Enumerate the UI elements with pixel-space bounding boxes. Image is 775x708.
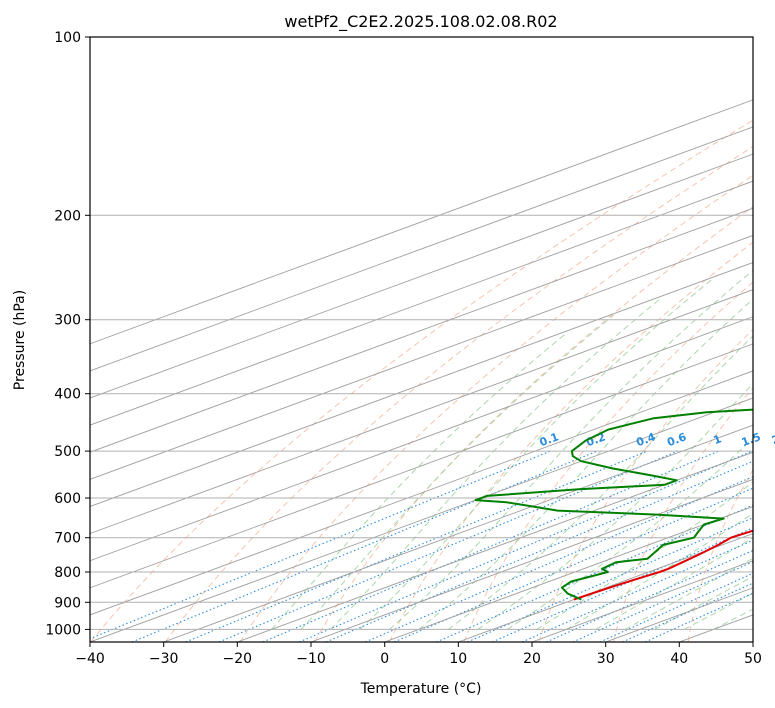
moist-adiabat xyxy=(536,481,753,630)
x-tick-label: 50 xyxy=(744,651,762,667)
mixing-ratio-line xyxy=(521,539,753,642)
isotherm-line xyxy=(90,126,753,372)
grid xyxy=(90,37,753,642)
moist-adiabat xyxy=(359,277,715,630)
y-tick-label: 500 xyxy=(54,444,81,460)
y-tick-label: 800 xyxy=(54,565,81,581)
moist-adiabat xyxy=(418,298,753,630)
mixing-ratio-line xyxy=(622,582,753,642)
moist-adiabat xyxy=(330,296,663,630)
mixing-ratio-line xyxy=(467,517,753,642)
isotherm-line xyxy=(90,99,753,345)
y-tick-label: 600 xyxy=(54,491,81,507)
mixing-ratio-label: 0.4 xyxy=(635,430,658,449)
mixing-ratio-label: 2 xyxy=(770,432,775,447)
plot-frame xyxy=(89,36,754,643)
moist-adiabat xyxy=(388,269,753,630)
x-tick-label: −10 xyxy=(296,651,326,667)
dry-adiabat xyxy=(239,174,753,642)
dry-adiabat xyxy=(763,37,775,642)
isotherm-line xyxy=(458,533,753,642)
x-axis-label: Temperature (°C) xyxy=(360,681,482,697)
mixing-ratio-line xyxy=(644,592,753,642)
isotherm-line xyxy=(310,478,753,642)
mixing-ratio-label: 0.1 xyxy=(538,430,561,449)
moist-adiabat xyxy=(271,331,568,630)
mixing-ratio-line xyxy=(546,549,753,642)
chart-title: wetPf2_C2E2.2025.108.02.08.R02 xyxy=(284,12,557,32)
mixing-ratio-line xyxy=(599,572,753,642)
y-tick-label: 300 xyxy=(54,313,81,329)
moist-adiabat xyxy=(683,592,753,630)
temperature-profile xyxy=(573,529,753,601)
mixing-ratio-line xyxy=(572,561,753,642)
y-tick-label: 100 xyxy=(54,30,81,46)
y-tick-label: 700 xyxy=(54,531,81,547)
isotherm-line xyxy=(531,560,753,642)
mixing-ratio-label: 1.5 xyxy=(740,430,763,449)
x-tick-label: 10 xyxy=(449,651,467,667)
isotherm-line xyxy=(90,370,753,616)
moist-adiabat xyxy=(447,335,753,630)
isotherm-line xyxy=(90,397,753,642)
isotherm-line xyxy=(237,451,753,642)
y-tick-label: 1000 xyxy=(45,622,81,638)
x-tick-label: 0 xyxy=(380,651,389,667)
isotherm-line xyxy=(384,505,753,642)
y-tick-label: 200 xyxy=(54,208,81,224)
mixing-ratio-line xyxy=(325,460,753,642)
mixing-ratio-line xyxy=(298,450,753,642)
dry-adiabat xyxy=(687,468,753,642)
x-tick-label: −20 xyxy=(223,651,253,667)
y-tick-label: 400 xyxy=(54,387,81,403)
mixing-ratio-line xyxy=(185,450,648,642)
x-tick-label: 20 xyxy=(523,651,541,667)
profiles xyxy=(474,408,753,601)
isotherm-line xyxy=(90,180,753,426)
mixing-ratio-line xyxy=(218,450,679,642)
y-axis: 100 200 300 400 500 600 700 800 900 1000 xyxy=(45,30,90,638)
x-tick-label: 40 xyxy=(670,651,688,667)
isotherm-line xyxy=(90,261,753,507)
dry-adiabat xyxy=(90,119,753,642)
mixing-ratio-label: 1 xyxy=(712,432,724,447)
mixing-ratio-labels: 0.10.20.40.611.52346810131620253036 xyxy=(538,430,775,449)
isotherm-line xyxy=(90,343,753,589)
mixing-ratio-label: 0.6 xyxy=(665,430,688,449)
mixing-ratio-label: 0.2 xyxy=(585,430,608,449)
isotherm-line xyxy=(90,289,753,535)
dry-adiabat xyxy=(388,241,753,642)
x-tick-label: 30 xyxy=(597,651,615,667)
isotherm-line xyxy=(90,234,753,480)
x-tick-label: −30 xyxy=(149,651,179,667)
dewpoint-profile xyxy=(474,408,753,601)
isotherm-line xyxy=(90,207,753,453)
isotherm-line xyxy=(90,316,753,562)
moist-adiabat xyxy=(300,314,614,630)
x-axis: −40 −30 −20 −10 0 10 20 30 40 50 xyxy=(75,642,762,667)
y-axis-label: Pressure (hPa) xyxy=(12,290,28,390)
isotherm-line xyxy=(752,641,753,642)
mixing-ratio-line xyxy=(492,527,753,642)
mixing-ratio-line xyxy=(436,504,753,642)
background-lines xyxy=(90,37,775,642)
isotherm-line xyxy=(163,424,753,642)
x-tick-label: −40 xyxy=(75,651,105,667)
moist-adiabat xyxy=(595,537,753,630)
isotherm-line xyxy=(90,153,753,399)
dry-adiabat xyxy=(613,387,753,642)
mixing-ratio-line xyxy=(262,450,719,642)
moist-adiabat xyxy=(565,512,753,630)
y-tick-label: 900 xyxy=(54,595,81,611)
